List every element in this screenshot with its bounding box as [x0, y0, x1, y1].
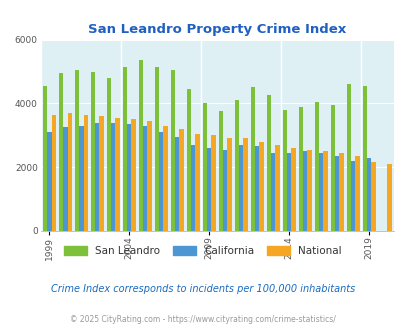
Bar: [186, 89, 191, 231]
Bar: [107, 78, 111, 231]
Bar: [307, 150, 311, 231]
Bar: [202, 103, 207, 231]
Bar: [286, 153, 290, 231]
Bar: [139, 60, 143, 231]
Bar: [63, 127, 67, 231]
Bar: [131, 119, 135, 231]
Bar: [111, 122, 115, 231]
Bar: [99, 116, 104, 231]
Bar: [83, 115, 87, 231]
Bar: [239, 145, 243, 231]
Bar: [362, 86, 366, 231]
Bar: [179, 129, 183, 231]
Bar: [350, 161, 354, 231]
Bar: [195, 134, 199, 231]
Bar: [254, 147, 259, 231]
Bar: [227, 139, 231, 231]
Bar: [322, 151, 327, 231]
Bar: [290, 148, 295, 231]
Text: Crime Index corresponds to incidents per 100,000 inhabitants: Crime Index corresponds to incidents per…: [51, 284, 354, 294]
Bar: [91, 72, 95, 231]
Bar: [282, 110, 286, 231]
Bar: [318, 153, 322, 231]
Bar: [259, 142, 263, 231]
Bar: [163, 126, 167, 231]
Bar: [270, 153, 275, 231]
Bar: [79, 126, 83, 231]
Bar: [243, 139, 247, 231]
Bar: [339, 153, 343, 231]
Bar: [123, 67, 127, 231]
Bar: [250, 87, 254, 231]
Bar: [366, 158, 370, 231]
Bar: [234, 100, 239, 231]
Bar: [191, 145, 195, 231]
Bar: [75, 70, 79, 231]
Bar: [95, 122, 99, 231]
Bar: [275, 145, 279, 231]
Bar: [43, 86, 47, 231]
Bar: [159, 132, 163, 231]
Bar: [115, 118, 119, 231]
Bar: [334, 156, 339, 231]
Bar: [314, 102, 318, 231]
Bar: [207, 148, 211, 231]
Bar: [386, 164, 390, 231]
Legend: San Leandro, California, National: San Leandro, California, National: [60, 242, 345, 260]
Bar: [218, 112, 222, 231]
Bar: [298, 107, 302, 231]
Bar: [330, 105, 334, 231]
Bar: [127, 124, 131, 231]
Bar: [51, 115, 56, 231]
Bar: [47, 132, 51, 231]
Bar: [222, 150, 227, 231]
Bar: [143, 126, 147, 231]
Title: San Leandro Property Crime Index: San Leandro Property Crime Index: [88, 23, 345, 36]
Bar: [346, 84, 350, 231]
Bar: [211, 135, 215, 231]
Bar: [370, 162, 375, 231]
Bar: [67, 113, 72, 231]
Bar: [302, 151, 307, 231]
Bar: [59, 73, 63, 231]
Bar: [154, 67, 159, 231]
Bar: [175, 137, 179, 231]
Bar: [354, 156, 359, 231]
Bar: [266, 95, 270, 231]
Text: © 2025 CityRating.com - https://www.cityrating.com/crime-statistics/: © 2025 CityRating.com - https://www.city…: [70, 315, 335, 324]
Bar: [171, 70, 175, 231]
Bar: [147, 121, 151, 231]
